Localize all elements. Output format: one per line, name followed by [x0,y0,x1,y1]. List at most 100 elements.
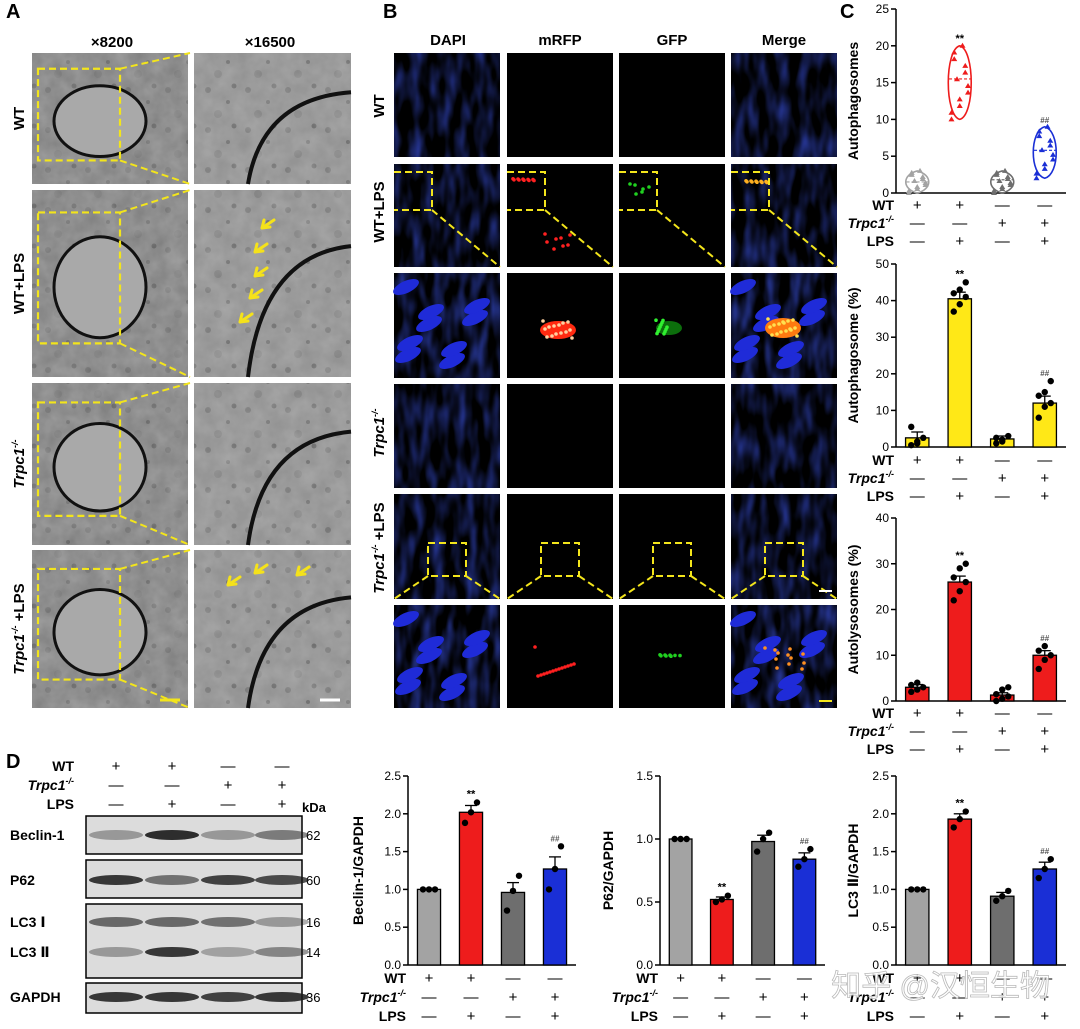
data-point [425,886,433,893]
blot-band-kda: 62 [306,828,320,843]
significance-mark: ## [800,837,809,846]
fl-nucleus [732,678,758,696]
fl-row-label-ko: Trpc1-/- [370,408,388,457]
c2-cond-sign: + [955,488,964,505]
c3-cond-sign: + [1040,741,1049,758]
d1-cond-sign: — [548,970,563,987]
violin-point [905,187,912,193]
fl-zoom-box [619,171,658,211]
zoom-connector-top-wt-lps [119,189,191,214]
em-nucleus-edge-wt [246,90,352,185]
gfp-punctum [628,182,632,186]
yellow-arrow-icon [260,218,276,230]
c1-cond-sign: + [1040,215,1049,232]
data-point [1047,399,1054,407]
mrfp-punctum [552,247,556,251]
em-nucleus-edge-ko-lps [246,595,352,709]
blot-band [201,875,255,885]
em-nucleus-edge-wt-lps [246,244,352,378]
y-tick-label: 0 [882,186,889,200]
d3-cond-sign: + [955,970,964,987]
violin-point [1004,173,1011,179]
c2-cond-sign: — [1037,452,1052,469]
data-point [962,808,969,815]
mrfp-punctum [559,331,563,335]
data-point [1041,865,1048,873]
data-point [1005,432,1012,440]
d3-cond-sign: + [998,989,1007,1006]
fl-nucleus [416,315,442,333]
d3-cond-label-1: Trpc1-/- [848,988,894,1005]
mrfp-punctum [522,178,526,182]
violin-point [999,183,1006,189]
data-point [801,855,808,863]
y-tick-label: 2.5 [872,769,889,783]
c1-cond-sign: + [998,215,1007,232]
data-point [1047,377,1054,385]
merge-punctum [800,667,804,671]
bar-WT [416,888,442,966]
d1-cond-sign: — [464,989,479,1006]
chart-C3: 0 10 20 30 40 Autolysosomes (%) ** ## [845,511,1066,708]
gfp-punctum [647,185,651,189]
violin-point [1041,161,1048,167]
watermark: 知乎 @汉恒生物 [831,970,1050,1003]
data-point [962,293,969,301]
blot-band [255,992,309,1002]
violin-point [1033,175,1040,181]
merge-punctum [766,317,770,321]
data-point [914,440,921,447]
y-axis-label: LC3 Ⅱ/GAPDH [845,823,861,917]
y-tick-label: 1.5 [384,845,401,859]
violin-point [922,179,929,185]
data-point [509,887,517,895]
violin-point [948,109,955,115]
c3-cond-sign: + [998,723,1007,740]
merge-punctum [774,657,778,661]
c3-cond-sign: — [910,723,925,740]
fl-zoom-box [427,542,467,577]
significance-mark: ## [1040,634,1049,643]
violin-point [962,69,969,75]
violin-point [956,103,963,109]
d1-cond-label-1: Trpc1-/- [360,988,406,1005]
blot-cond-sign: + [168,758,177,775]
c2-cond-sign: + [913,452,922,469]
em-noise-high-wt [194,53,351,184]
y-tick-label: 0 [882,694,889,708]
c3-cond-label-1: Trpc1-/- [848,722,894,739]
violin-point [1050,156,1057,162]
fl-nucleus [778,672,804,690]
c3-cond-sign: — [910,741,925,758]
d3-cond-label-2: LPS [867,1008,894,1024]
blot-cond-sign: + [278,777,287,794]
fl-nucleus [734,666,760,684]
c3-cond-label-2: LPS [867,741,894,757]
violin-point [953,76,960,82]
blot-band [201,947,255,957]
blot-band [89,947,143,957]
fl-nucleus [464,629,490,647]
data-point [677,835,684,843]
zoom-connector-bottom-ko [119,514,191,546]
fl-nucleus [439,352,465,370]
d3-cond-sign: — [995,970,1010,987]
data-point [795,863,802,870]
d2-cond-sign: — [756,1008,771,1025]
data-point [683,835,690,843]
d2-cond-label-2: LPS [631,1008,658,1024]
fl-nucleus [801,297,827,315]
zoom-connector-bottom-wt [119,159,191,185]
gfp-punctum [633,183,637,187]
violin-WT [904,170,930,194]
fl-zoom-connector [578,575,614,600]
gfp-punctum [659,654,663,658]
significance-mark: ## [1040,116,1049,125]
bar-Trpc1-/- [500,891,526,966]
data-point [1035,874,1042,882]
blot-band [255,947,309,957]
em-row-label-ko: Trpc1-/- [10,439,28,488]
d2-cond-sign: + [676,970,685,987]
blot-band [201,992,255,1002]
data-point [962,578,969,586]
